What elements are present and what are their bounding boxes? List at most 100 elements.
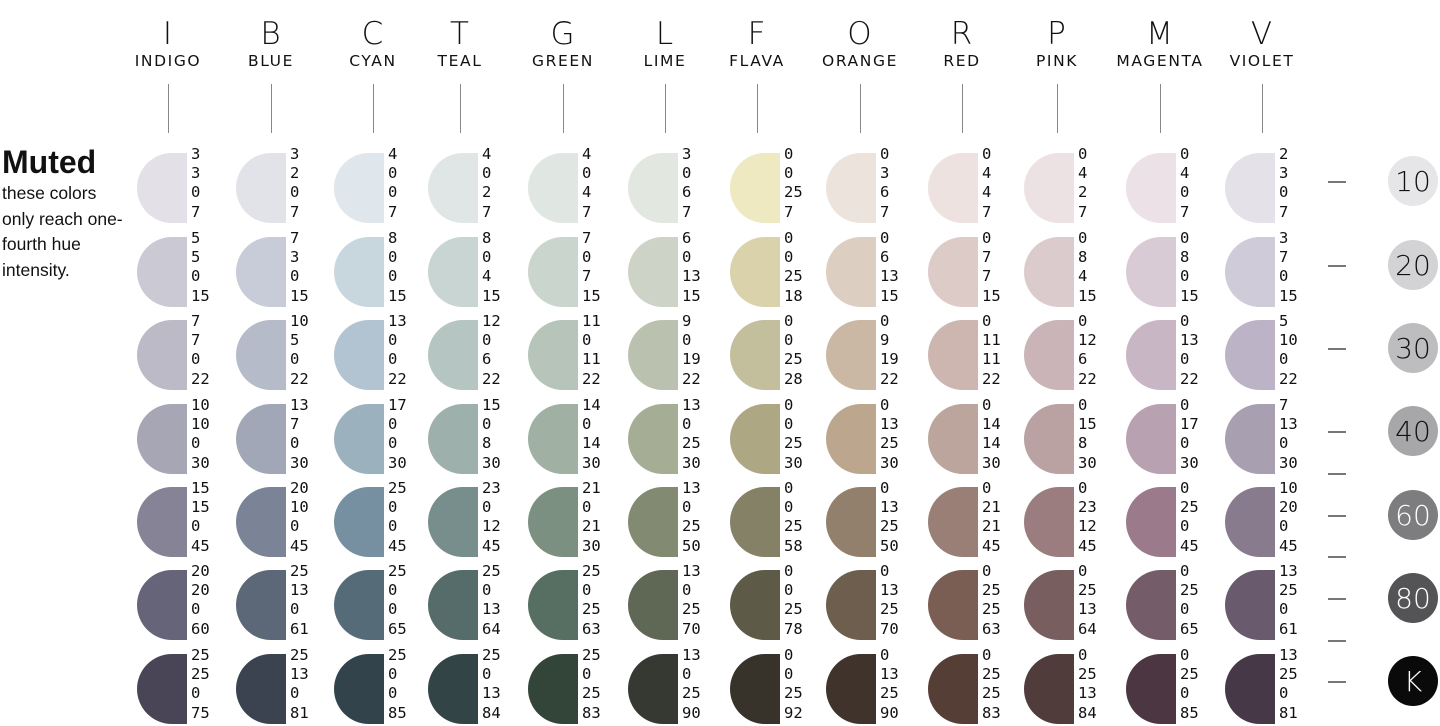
cmyk-value: 8: [1078, 434, 1088, 453]
color-swatch: [1024, 237, 1074, 307]
cmyk-value: 0: [388, 581, 398, 600]
cmyk-value: 0: [290, 267, 300, 286]
cmyk-value: 0: [880, 145, 890, 163]
cmyk-value: 7: [1279, 396, 1289, 414]
cmyk-value: 30: [290, 453, 309, 472]
cmyk-value: 0: [784, 562, 794, 580]
cmyk-value: 0: [1180, 267, 1190, 286]
cmyk-value: 0: [982, 145, 992, 163]
cmyk-values: 0 0 25 30: [784, 396, 828, 473]
cmyk-value: 0: [582, 415, 592, 434]
cmyk-value: 22: [982, 369, 1001, 388]
cmyk-value: 0: [290, 600, 300, 619]
color-swatch: [428, 570, 478, 640]
color-swatch: [928, 237, 978, 307]
cmyk-value: 25: [784, 600, 803, 619]
cmyk-value: 15: [1078, 286, 1097, 305]
column-letter: L: [655, 16, 675, 52]
cmyk-values: 0 13 25 30: [880, 396, 924, 473]
color-swatch: [428, 153, 478, 223]
color-cell-pink-20: 0 8 4 15: [1024, 229, 1124, 309]
cmyk-value: 0: [784, 665, 794, 684]
color-swatch: [1126, 654, 1176, 724]
cmyk-value: 23: [1078, 498, 1097, 517]
color-swatch: [826, 320, 876, 390]
cmyk-value: 6: [482, 350, 492, 369]
color-cell-green-60: 21 0 21 30: [528, 479, 628, 559]
cmyk-value: 5: [191, 229, 201, 247]
cmyk-value: 0: [482, 581, 492, 600]
color-swatch: [928, 153, 978, 223]
cmyk-value: 20: [191, 562, 210, 580]
cmyk-value: 13: [880, 498, 899, 517]
cmyk-values: 0 25 13 64: [1078, 562, 1122, 639]
color-cell-green-30: 11 0 11 22: [528, 312, 628, 392]
cmyk-value: 0: [1078, 145, 1088, 163]
cmyk-value: 25: [784, 434, 803, 453]
cmyk-value: 0: [191, 434, 201, 453]
cmyk-value: 7: [582, 267, 592, 286]
color-swatch: [928, 320, 978, 390]
cmyk-value: 13: [290, 581, 309, 600]
color-cell-flava-20: 0 0 25 18: [730, 229, 830, 309]
color-cell-cyan-60: 25 0 0 45: [334, 479, 434, 559]
cmyk-value: 22: [582, 369, 601, 388]
column-header-orange: O ORANGE: [812, 14, 908, 70]
cmyk-value: 14: [982, 434, 1001, 453]
cmyk-value: 25: [784, 517, 803, 536]
color-swatch: [528, 570, 578, 640]
cmyk-value: 0: [784, 581, 794, 600]
cmyk-values: 25 0 13 64: [482, 562, 526, 639]
cmyk-value: 2: [1078, 183, 1088, 202]
cmyk-value: 65: [1180, 619, 1199, 638]
color-swatch: [826, 570, 876, 640]
cmyk-value: 12: [482, 312, 501, 330]
color-cell-orange-40: 0 13 25 30: [826, 396, 926, 476]
cmyk-value: 0: [582, 248, 592, 267]
cmyk-values: 0 17 0 30: [1180, 396, 1224, 473]
cmyk-value: 3: [880, 164, 890, 183]
cmyk-value: 63: [582, 619, 601, 638]
cmyk-value: 0: [1078, 396, 1088, 414]
level-badge-k: K: [1388, 656, 1438, 706]
cmyk-value: 25: [784, 684, 803, 703]
cmyk-values: 20 10 0 45: [290, 479, 334, 556]
color-swatch: [1126, 570, 1176, 640]
cmyk-value: 25: [1279, 581, 1298, 600]
cmyk-value: 0: [388, 183, 398, 202]
cmyk-value: 7: [582, 229, 592, 247]
cmyk-values: 21 0 21 30: [582, 479, 626, 556]
cmyk-values: 7 3 0 15: [290, 229, 334, 306]
color-swatch: [236, 654, 286, 724]
cmyk-value: 25: [784, 267, 803, 286]
cmyk-values: 0 13 25 50: [880, 479, 924, 556]
color-cell-violet-80: 13 25 0 61: [1225, 562, 1325, 642]
column-name: INDIGO: [134, 52, 202, 70]
cmyk-value: 21: [982, 517, 1001, 536]
cmyk-value: 17: [1180, 415, 1199, 434]
cmyk-value: 30: [582, 453, 601, 472]
cmyk-value: 70: [880, 619, 899, 638]
color-cell-green-80: 25 0 25 63: [528, 562, 628, 642]
color-swatch: [1126, 237, 1176, 307]
cmyk-value: 45: [1279, 536, 1298, 555]
color-cell-lime-40: 13 0 25 30: [628, 396, 728, 476]
cmyk-value: 3: [1279, 229, 1289, 247]
cmyk-value: 0: [982, 229, 992, 247]
cmyk-value: 6: [682, 229, 692, 247]
column-letter: O: [847, 16, 873, 52]
cmyk-value: 13: [682, 479, 701, 497]
level-badge-60: 60: [1388, 490, 1438, 540]
cmyk-value: 10: [1279, 331, 1298, 350]
color-cell-blue-30: 10 5 0 22: [236, 312, 336, 392]
cmyk-value: 7: [982, 202, 992, 221]
cmyk-values: 23 0 12 45: [482, 479, 526, 556]
color-swatch: [730, 237, 780, 307]
color-swatch: [730, 404, 780, 474]
cmyk-value: 81: [1279, 703, 1298, 722]
cmyk-value: 10: [1279, 479, 1298, 497]
cmyk-value: 15: [1279, 286, 1298, 305]
